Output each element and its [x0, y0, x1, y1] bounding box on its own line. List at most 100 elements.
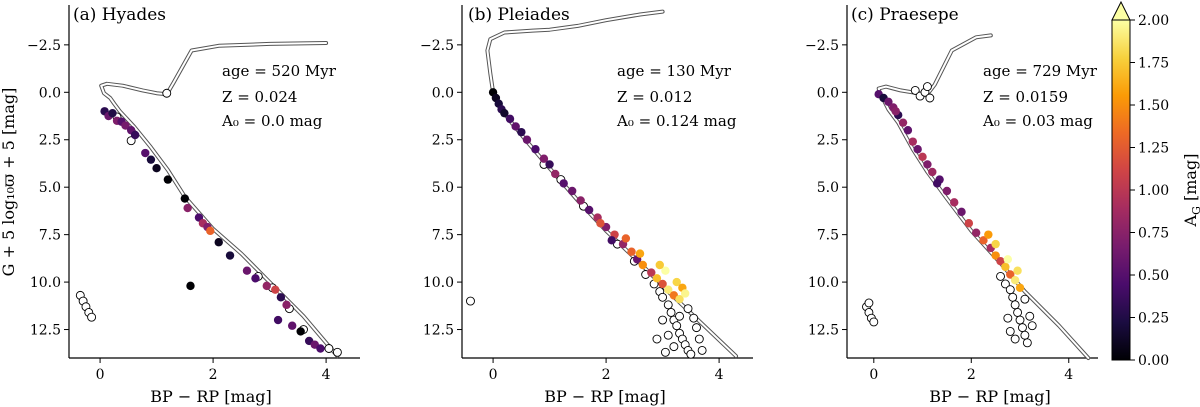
data-point	[675, 294, 684, 304]
data-point	[214, 238, 223, 247]
data-point	[1001, 262, 1010, 272]
data-point	[517, 127, 526, 137]
open-point	[1003, 313, 1013, 323]
open-point	[1010, 334, 1020, 344]
open-point	[1025, 311, 1035, 321]
open-point	[660, 347, 670, 357]
panel-title: (c) Praesepe	[851, 5, 959, 25]
open-point	[663, 300, 673, 310]
annotation-age: age = 130 Myr	[617, 62, 732, 80]
data-point	[271, 285, 280, 294]
colorbar-label-rest: [mag]	[1181, 154, 1200, 207]
open-point	[1018, 323, 1027, 333]
data-point	[957, 207, 966, 217]
x-tick-label: 0	[869, 367, 878, 383]
open-point	[689, 313, 699, 323]
colorbar-fill	[1111, 19, 1131, 361]
data-point	[638, 260, 648, 270]
data-point	[183, 203, 192, 213]
y-tick-label: −2.5	[805, 38, 839, 54]
data-point	[152, 164, 161, 173]
data-point	[531, 145, 540, 154]
isochrone-line	[100, 42, 339, 358]
annotation-extinction: A₀ = 0.124 mag	[616, 112, 737, 130]
colorbar-extend-arrow	[1111, 0, 1131, 21]
data-point	[903, 126, 913, 135]
data-point	[511, 122, 520, 131]
data-point	[584, 205, 594, 215]
open-point	[162, 88, 172, 98]
colorbar-tick-label: 1.00	[1138, 183, 1169, 199]
annotation-metallicity: Z = 0.012	[617, 88, 692, 106]
data-point	[991, 251, 1000, 260]
open-point	[1027, 321, 1037, 331]
open-point	[922, 82, 932, 92]
data-point	[287, 321, 297, 330]
y-tick-label: 7.5	[432, 228, 454, 244]
y-tick-label: 10.0	[30, 275, 61, 291]
data-point	[647, 268, 656, 277]
isochrone-outline	[876, 33, 1091, 360]
data-point	[282, 300, 291, 310]
open-point	[466, 296, 475, 306]
data-point	[225, 251, 235, 260]
open-point	[1022, 338, 1032, 348]
open-point	[658, 315, 668, 325]
y-tick-label: 10.0	[423, 275, 454, 291]
panel-praesepe: 0 2 4 −2.5 0.0 2.5 5.0 7.5 10.0 12.5 (c) Praesepe…	[805, 5, 1098, 406]
panel-title: (b) Pleiades	[468, 5, 570, 25]
data-point	[652, 274, 662, 283]
data-point	[918, 152, 927, 162]
open-point	[910, 85, 920, 95]
data-point	[979, 236, 988, 245]
y-axis-label: G + 5 log₁₀ϖ + 5 [mag]	[0, 88, 18, 277]
colorbar-tick-label: 1.75	[1138, 56, 1169, 72]
y-tick-label: 2.5	[39, 133, 61, 149]
open-point	[1005, 285, 1015, 295]
open-point	[869, 317, 879, 327]
colorbar: 0.00 0.25 0.50 0.75 1.00 1.25 1.50 1.75 2.00 AG …	[1111, 0, 1200, 369]
data-point	[206, 226, 215, 236]
data-point	[163, 175, 173, 184]
y-tick-label: 12.5	[423, 323, 454, 339]
colorbar-tick-label: 0.75	[1138, 226, 1169, 242]
data-point	[551, 169, 560, 179]
data-point	[932, 179, 942, 188]
open-point	[1000, 279, 1010, 289]
data-point	[316, 344, 325, 353]
y-tick-label: 0.0	[817, 85, 839, 101]
y-tick-label: 7.5	[39, 228, 61, 244]
y-tick-label: 2.5	[432, 133, 454, 149]
colorbar-tick-label: 1.25	[1138, 141, 1169, 157]
data-point	[655, 260, 664, 270]
x-tick-label: 0	[96, 367, 105, 383]
isochrone-line	[877, 34, 1090, 359]
data-point	[567, 186, 577, 196]
annotation-extinction: A₀ = 0.0 mag	[221, 112, 323, 130]
open-point	[697, 345, 707, 355]
open-point	[694, 334, 704, 344]
data-point	[908, 137, 917, 146]
open-point	[683, 304, 693, 314]
data-point	[251, 274, 260, 283]
data-point	[500, 108, 509, 118]
data-point	[658, 279, 667, 289]
x-tick-label: 2	[967, 367, 976, 383]
data-point	[898, 118, 908, 127]
data-point	[576, 196, 585, 205]
open-point	[1013, 308, 1023, 317]
open-point	[1020, 294, 1030, 304]
data-point	[621, 234, 631, 243]
x-axis-label: BP − RP [mag]	[544, 387, 665, 406]
data-point	[996, 257, 1005, 266]
open-point	[1005, 326, 1015, 336]
data-point	[1013, 266, 1022, 275]
data-point	[130, 130, 140, 140]
annotation-extinction: A₀ = 0.03 mag	[982, 112, 1093, 130]
open-point	[1020, 330, 1030, 340]
open-point	[1015, 315, 1025, 325]
y-tick-label: 5.0	[817, 180, 839, 196]
y-tick-label: −2.5	[420, 38, 454, 54]
data-point	[991, 239, 1000, 249]
